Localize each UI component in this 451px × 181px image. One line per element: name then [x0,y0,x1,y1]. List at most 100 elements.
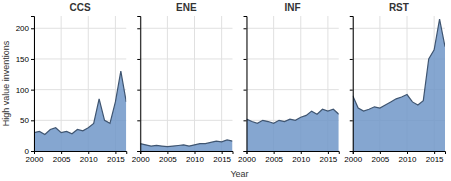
x-axis-line [35,152,127,155]
x-tick-mark [434,151,435,154]
x-axis: 2000200520102015 [344,151,445,164]
plot-background [140,16,232,151]
y-tick: 200 [16,24,34,33]
x-axis: 2000200520102015 [132,151,233,164]
y-tick-mark [350,120,353,121]
marks [247,109,339,151]
x-tick-mark [115,151,116,154]
y-tick [244,90,247,91]
x-tick-label: 2015 [107,155,125,164]
y-tick-mark [31,28,34,29]
y-tick-mark [31,59,34,60]
x-tick-mark [167,151,168,154]
x-tick: 2015 [107,151,125,164]
chart-root: 2000200520102015050100150200CCSHigh valu… [0,0,451,181]
x-tick-mark [61,151,62,154]
grid-line [167,16,168,151]
grid-line [140,28,232,29]
marks [140,140,232,151]
y-tick: 0 [25,147,34,156]
area [353,19,445,151]
y-axis [244,17,248,152]
y-tick [137,151,140,152]
x-tick-mark [88,151,89,154]
x-tick: 2015 [426,151,444,164]
grid-line [221,16,222,151]
y-tick-mark [31,90,34,91]
x-axis-line [353,152,445,155]
y-tick: 100 [16,86,34,95]
y-tick [137,90,140,91]
x-tick: 2000 [238,151,256,164]
grid-line [247,89,339,90]
area [140,140,232,151]
x-tick-label: 2000 [344,155,362,164]
x-tick-label: 2015 [319,155,337,164]
x-tick-label: 2010 [186,155,204,164]
x-axis-line [141,152,233,155]
line [140,140,232,147]
y-tick [350,151,353,152]
x-tick: 2015 [319,151,337,164]
grid-line [34,58,126,59]
y-axis: 0 50 100 150 200 [16,17,35,157]
plot-background [247,16,339,151]
y-tick [350,90,353,91]
x-tick-label: 2015 [426,155,444,164]
y-axis-line [31,17,35,152]
x-tick: 2010 [80,151,98,164]
panel-title: INF [285,2,301,13]
x-tick-mark [195,151,196,154]
line [353,19,445,111]
x-axis-line [247,152,339,155]
panel-title: ENE [176,2,197,13]
x-tick-label: 2005 [265,155,283,164]
panel: 2000200520102015050100150200CCS [16,2,127,164]
x-tick: 2010 [186,151,204,164]
x-tick: 2010 [399,151,417,164]
x-tick: 2005 [159,151,177,164]
grid-line [140,89,232,90]
y-tick-mark [31,120,34,121]
x-tick: 2005 [53,151,71,164]
x-tick-mark [222,151,223,154]
area [34,71,126,151]
y-tick [137,120,140,121]
x-tick-mark [274,151,275,154]
x-tick-label: 2005 [53,155,71,164]
line [247,109,339,123]
grid-line [61,16,62,151]
grid [34,16,126,151]
y-axis-line [137,17,141,152]
y-tick-label: 150 [16,55,30,64]
y-tick-label: 200 [16,24,30,33]
y-tick [350,59,353,60]
y-tick [244,59,247,60]
x-tick-label: 2010 [80,155,98,164]
y-tick-mark [244,28,247,29]
x-axis-title: Year [230,169,248,179]
y-tick [350,28,353,29]
y-tick [137,28,140,29]
x-tick: 2000 [344,151,362,164]
y-tick [244,151,247,152]
plot-background [353,16,445,151]
y-tick-mark [350,151,353,152]
y-axis [137,17,141,152]
panel: 2000200520102015ENE [132,2,233,164]
y-tick-label: 0 [25,147,30,156]
y-tick: 50 [20,116,34,125]
x-axis: 2000200520102015 [26,151,127,164]
y-tick-mark [244,151,247,152]
grid-line [140,58,232,59]
x-tick: 2000 [132,151,150,164]
grid [247,16,339,151]
y-tick: 150 [16,55,34,64]
x-tick-label: 2005 [159,155,177,164]
grid [353,16,445,151]
x-tick: 2010 [292,151,310,164]
grid-line [34,28,126,29]
grid [140,16,232,151]
y-tick-mark [244,90,247,91]
x-tick-label: 2000 [238,155,256,164]
